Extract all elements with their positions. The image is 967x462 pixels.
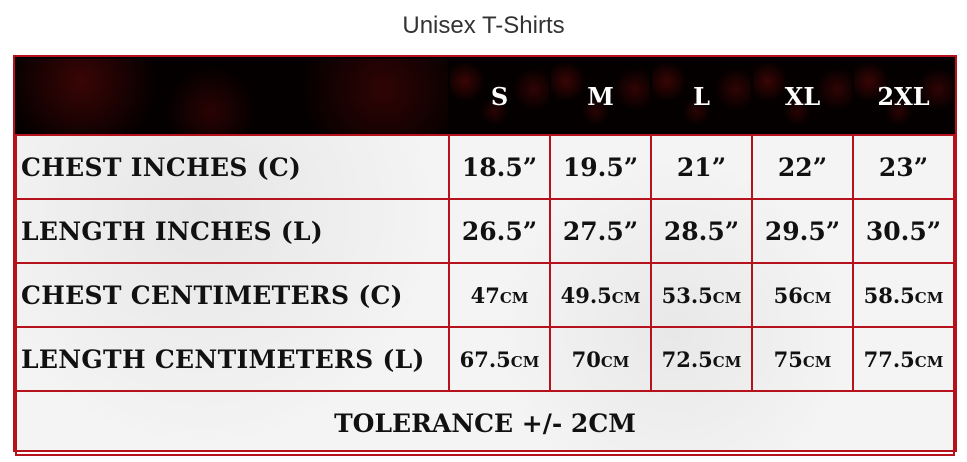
size-header-row: S M L XL 2XL	[15, 57, 955, 136]
cell-value: 53.5	[661, 282, 713, 308]
cell-unit: cm	[600, 352, 630, 371]
table-cell: 47cm	[448, 262, 551, 328]
cell-value: 77.5	[863, 346, 915, 372]
cell-unit: cm	[914, 288, 944, 307]
table-cell: 18.5”	[448, 134, 551, 200]
table-row: Length Centimeters (L) 67.5cm 70cm 72.5c…	[15, 326, 955, 392]
cell-value: 67.5	[459, 346, 511, 372]
table-row: Chest Centimeters (C) 47cm 49.5cm 53.5cm…	[15, 262, 955, 328]
tolerance-row: Tolerance +/- 2cm	[15, 390, 955, 456]
cell-value: 75	[773, 346, 803, 372]
table-cell: 72.5cm	[650, 326, 753, 392]
table-cell: 56cm	[751, 262, 854, 328]
table-cell: 58.5cm	[852, 262, 955, 328]
size-header: L	[650, 57, 753, 136]
page-title: Unisex T-Shirts	[402, 12, 565, 39]
cell-unit: cm	[499, 288, 529, 307]
table-cell: 21”	[650, 134, 753, 200]
table-cell: 19.5”	[549, 134, 652, 200]
row-label: Chest Centimeters (C)	[15, 262, 450, 328]
cell-unit: cm	[611, 288, 641, 307]
table-row: Chest Inches (C) 18.5” 19.5” 21” 22” 23”	[15, 134, 955, 200]
cell-value: 56	[773, 282, 803, 308]
row-label: Length Centimeters (L)	[15, 326, 450, 392]
cell-unit: cm	[914, 352, 944, 371]
table-cell: 67.5cm	[448, 326, 551, 392]
cell-value: 72.5	[661, 346, 713, 372]
table-cell: 29.5”	[751, 198, 854, 264]
table-row: Length Inches (L) 26.5” 27.5” 28.5” 29.5…	[15, 198, 955, 264]
table-cell: 70cm	[549, 326, 652, 392]
table-cell: 22”	[751, 134, 854, 200]
table-cell: 30.5”	[852, 198, 955, 264]
table-cell: 27.5”	[549, 198, 652, 264]
table-cell: 77.5cm	[852, 326, 955, 392]
tolerance-note: Tolerance +/- 2cm	[15, 390, 955, 456]
cell-unit: cm	[510, 352, 540, 371]
table-cell: 26.5”	[448, 198, 551, 264]
table-cell: 28.5”	[650, 198, 753, 264]
cell-value: 70	[571, 346, 601, 372]
cell-unit: cm	[712, 352, 742, 371]
size-header: 2XL	[852, 57, 955, 136]
table-cell: 75cm	[751, 326, 854, 392]
table-cell: 49.5cm	[549, 262, 652, 328]
header-blank-cell	[15, 57, 450, 136]
size-header: M	[549, 57, 652, 136]
size-header: XL	[751, 57, 854, 136]
size-header: S	[448, 57, 551, 136]
cell-unit: cm	[712, 288, 742, 307]
cell-value: 58.5	[863, 282, 915, 308]
row-label: Length Inches (L)	[15, 198, 450, 264]
cell-unit: cm	[802, 352, 832, 371]
table-cell: 23”	[852, 134, 955, 200]
size-table: S M L XL 2XL Chest Inches (C) 18.5” 19.5…	[15, 57, 955, 456]
cell-unit: cm	[802, 288, 832, 307]
table-cell: 53.5cm	[650, 262, 753, 328]
cell-value: 47	[470, 282, 500, 308]
cell-value: 49.5	[560, 282, 612, 308]
row-label: Chest Inches (C)	[15, 134, 450, 200]
size-chart: S M L XL 2XL Chest Inches (C) 18.5” 19.5…	[13, 55, 957, 456]
